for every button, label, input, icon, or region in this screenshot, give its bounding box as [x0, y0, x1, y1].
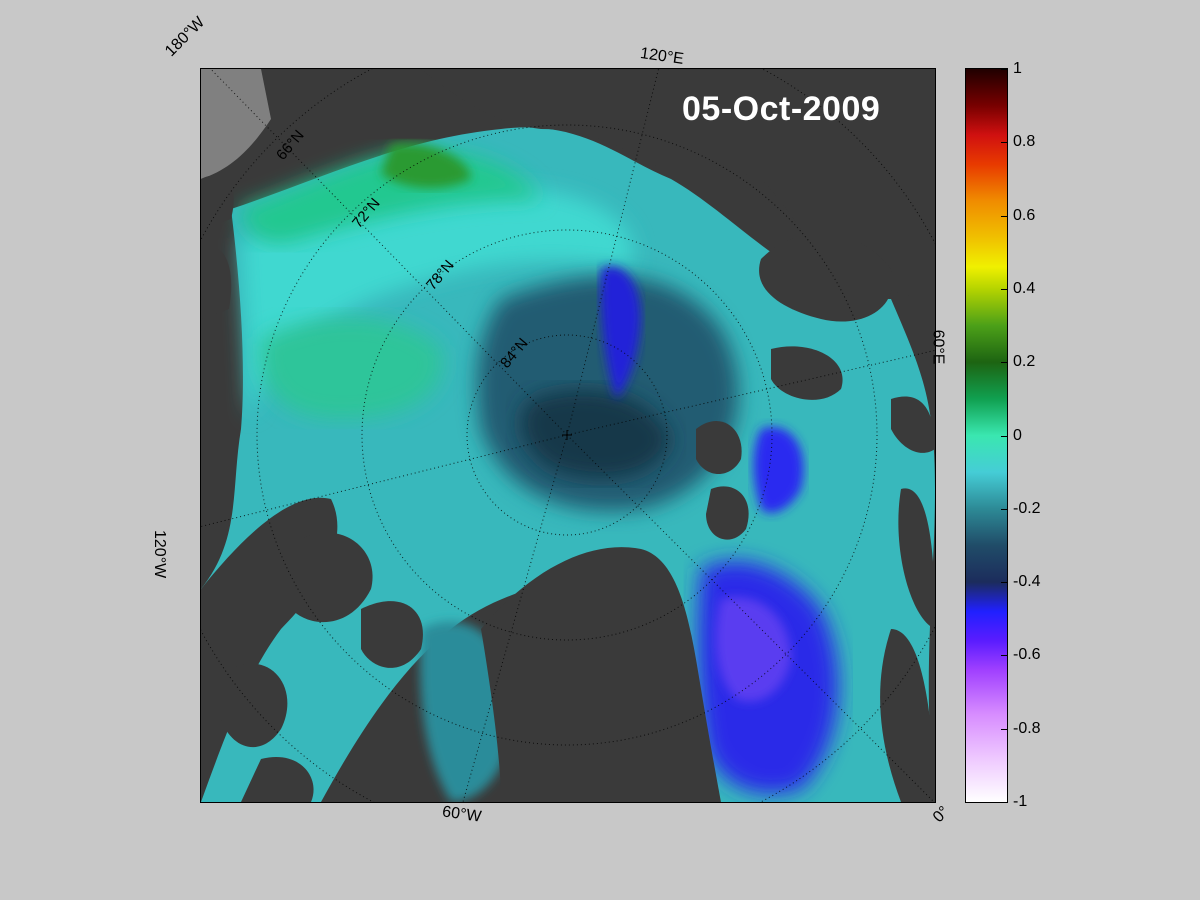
colorbar-tick-mark — [1001, 142, 1007, 144]
colorbar-tick-label: 0 — [1013, 426, 1022, 444]
landmass — [201, 69, 935, 802]
colorbar-tick-mark — [1001, 288, 1007, 290]
lon-label-120e: 120°E — [639, 45, 685, 68]
lon-label-60w: 60°W — [441, 803, 483, 826]
colorbar-tick-mark — [1001, 582, 1007, 584]
colorbar-tick-mark — [1001, 362, 1007, 364]
colorbar-tick-label: -0.4 — [1013, 573, 1041, 591]
colorbar-tick-mark — [1001, 728, 1007, 730]
colorbar-tick-label: -0.8 — [1013, 719, 1041, 737]
graticule — [201, 69, 935, 802]
colorbar-tick-label: -0.2 — [1013, 499, 1041, 517]
lon-label-0: 0° — [929, 803, 953, 827]
lon-label-180w: 180°W — [162, 13, 209, 61]
north-pole-marker — [562, 430, 572, 440]
lon-label-120w: 120°W — [151, 530, 168, 579]
colorbar-tick-label: 0.4 — [1013, 279, 1036, 297]
colorbar-tick-mark — [1001, 655, 1007, 657]
colorbar-tick-mark — [1001, 435, 1007, 437]
colorbar-tick-mark — [1001, 508, 1007, 510]
colorbar-tick-mark — [1001, 69, 1007, 70]
map-panel: 66°N 72°N 78°N 84°N — [200, 68, 936, 803]
arctic-map: 66°N 72°N 78°N 84°N — [201, 69, 935, 802]
colorbar-tick-label: -0.6 — [1013, 646, 1041, 664]
colorbar-tick-label: -1 — [1013, 793, 1028, 810]
colorbar-tick-label: 0.2 — [1013, 353, 1036, 371]
lon-label-60e: 60°E — [929, 329, 947, 365]
colorbar-tick-label: 1 — [1013, 60, 1022, 77]
colorbar-tick-mark — [1001, 802, 1007, 803]
colorbar-tick-mark — [1001, 215, 1007, 217]
colorbar-tick-label: 0.6 — [1013, 206, 1036, 224]
colorbar-tick-label: 0.8 — [1013, 133, 1036, 151]
colorbar — [965, 68, 1008, 803]
date-label: 05-Oct-2009 — [682, 90, 881, 128]
